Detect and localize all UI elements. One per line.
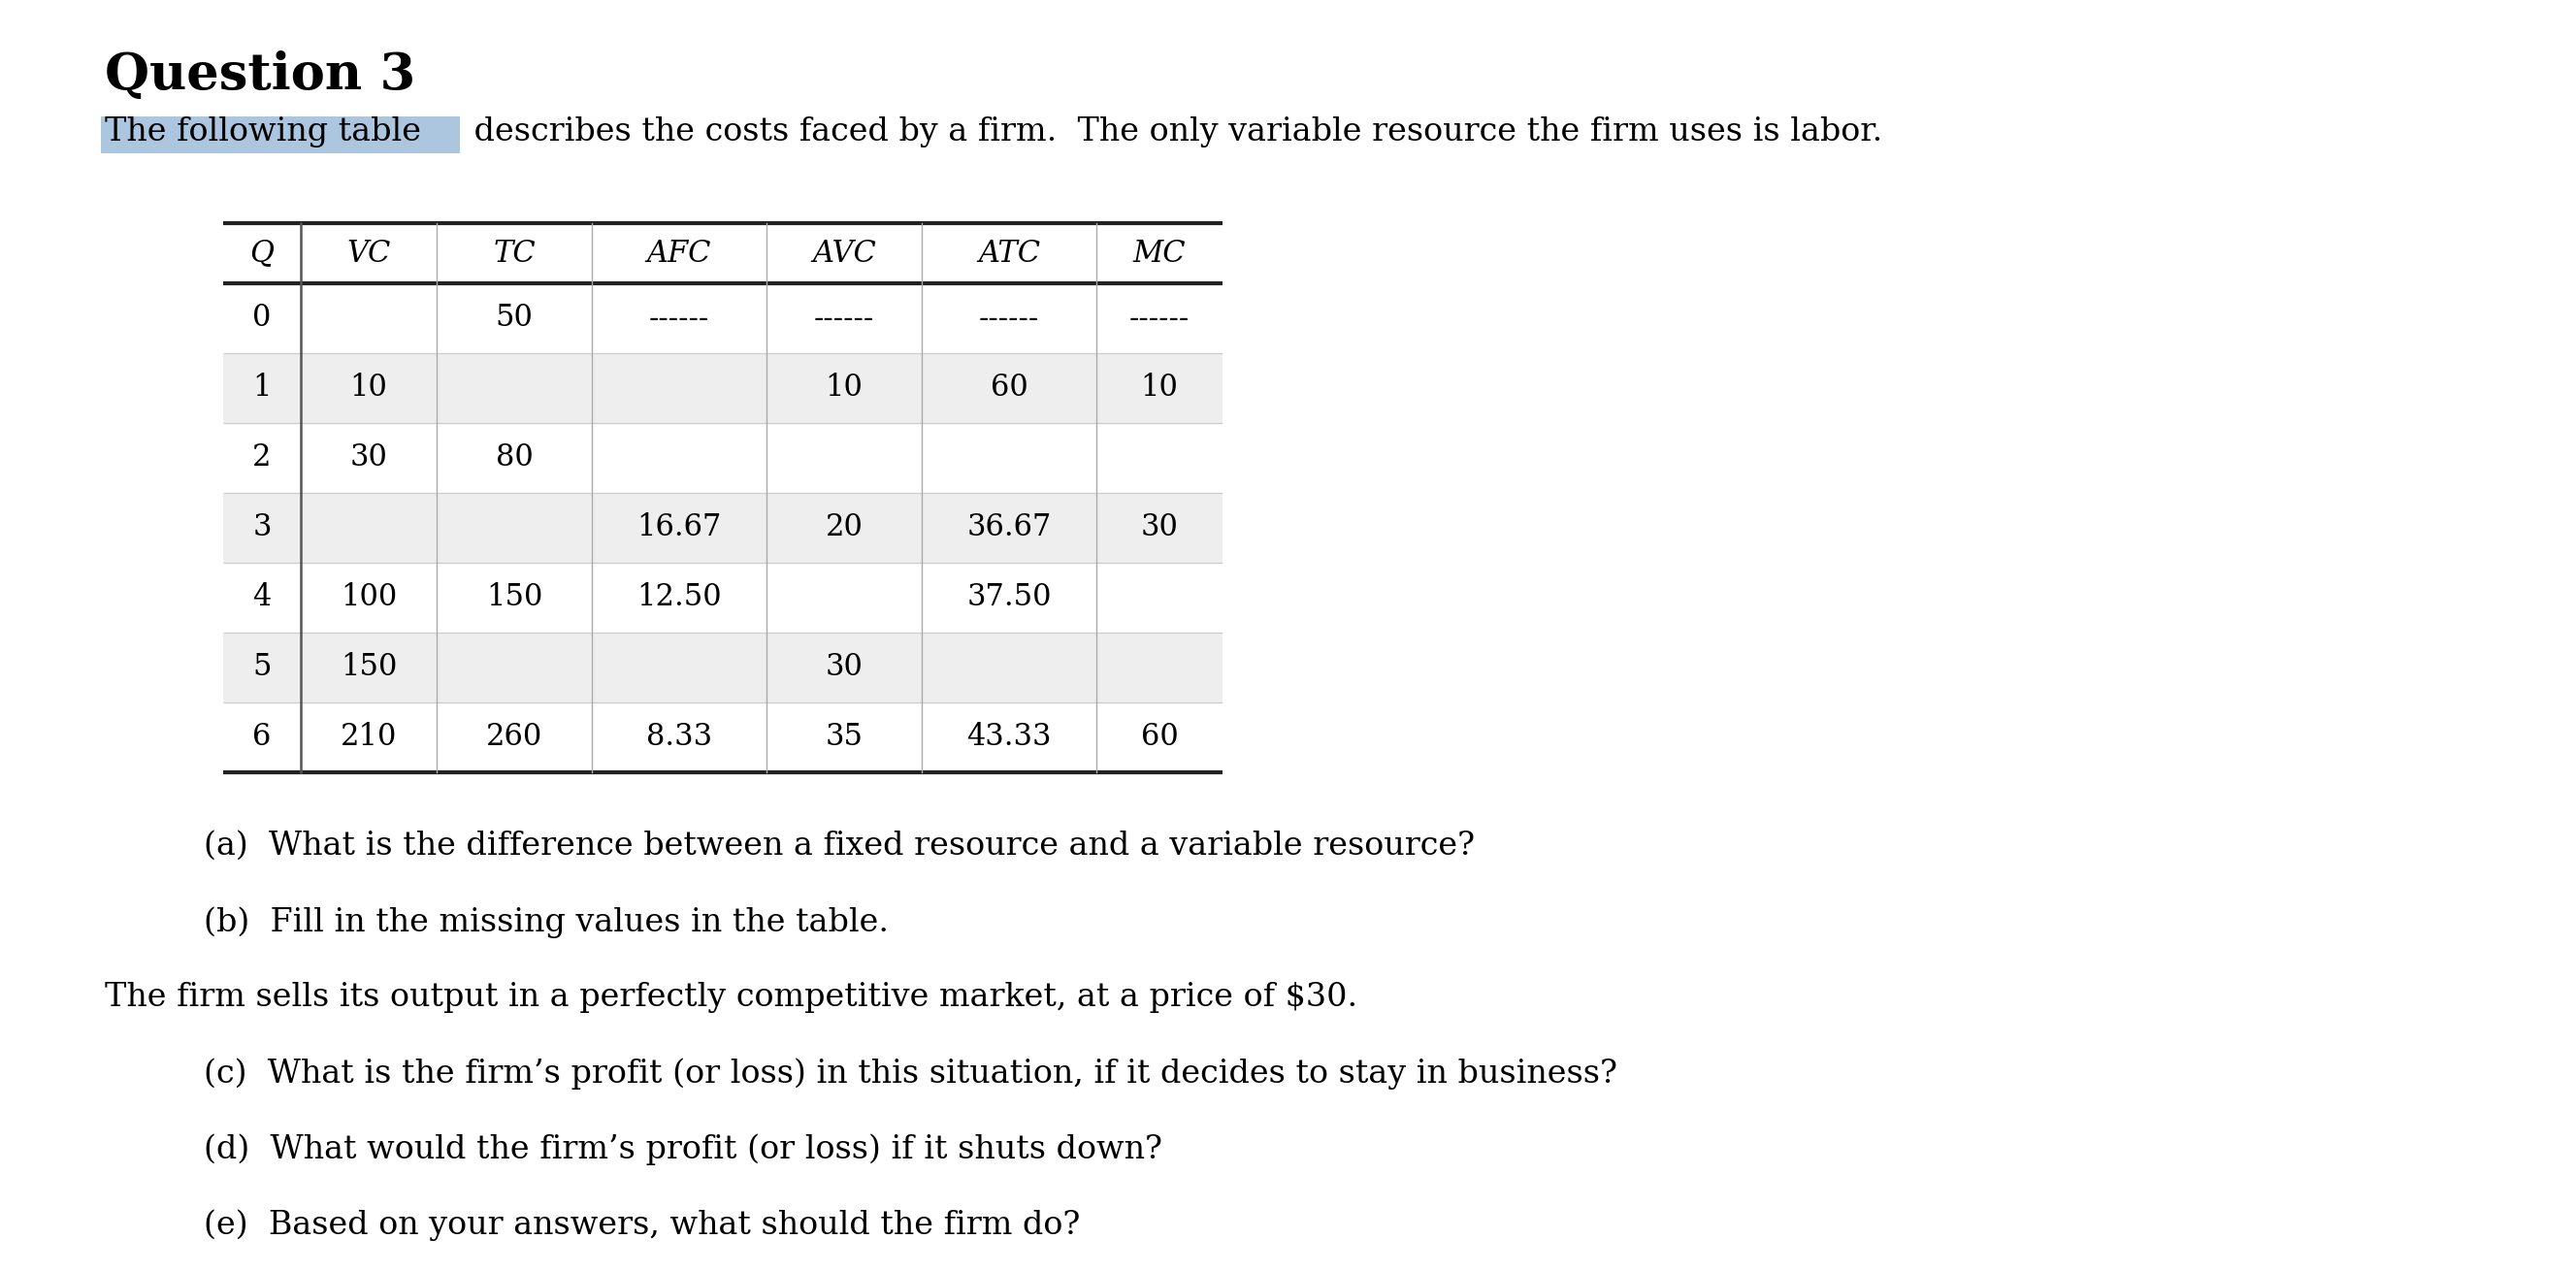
Text: MC: MC xyxy=(1133,238,1185,268)
Text: 8.33: 8.33 xyxy=(647,722,711,753)
Text: 2: 2 xyxy=(252,443,270,473)
Text: 16.67: 16.67 xyxy=(636,513,721,543)
Text: 43.33: 43.33 xyxy=(966,722,1051,753)
Text: 37.50: 37.50 xyxy=(966,583,1051,613)
Text: 36.67: 36.67 xyxy=(966,513,1051,543)
Bar xyxy=(224,492,1224,562)
Text: 1: 1 xyxy=(252,373,270,403)
Text: 30: 30 xyxy=(350,443,386,473)
Text: AVC: AVC xyxy=(811,238,876,268)
Text: 3: 3 xyxy=(252,513,270,543)
Text: ------: ------ xyxy=(979,303,1038,333)
Text: 60: 60 xyxy=(989,373,1028,403)
Text: (b)  Fill in the missing values in the table.: (b) Fill in the missing values in the ta… xyxy=(204,906,889,937)
Text: 30: 30 xyxy=(1141,513,1177,543)
Text: 0: 0 xyxy=(252,303,270,333)
Text: ------: ------ xyxy=(814,303,873,333)
Text: ------: ------ xyxy=(1128,303,1190,333)
Text: (d)  What would the firm’s profit (or loss) if it shuts down?: (d) What would the firm’s profit (or los… xyxy=(204,1133,1162,1165)
Text: 4: 4 xyxy=(252,583,270,613)
Text: 260: 260 xyxy=(487,722,544,753)
Text: Question 3: Question 3 xyxy=(106,51,415,100)
Text: 210: 210 xyxy=(340,722,397,753)
Text: 6: 6 xyxy=(252,722,270,753)
Bar xyxy=(100,117,461,154)
Text: Q: Q xyxy=(250,238,273,268)
Text: 100: 100 xyxy=(340,583,397,613)
Text: ------: ------ xyxy=(649,303,708,333)
Text: 35: 35 xyxy=(824,722,863,753)
Text: 80: 80 xyxy=(495,443,533,473)
Text: 5: 5 xyxy=(252,653,270,683)
Text: 150: 150 xyxy=(487,583,544,613)
Text: VC: VC xyxy=(348,238,392,268)
Text: 10: 10 xyxy=(824,373,863,403)
Text: The following table: The following table xyxy=(106,117,420,148)
Text: 50: 50 xyxy=(495,303,533,333)
Bar xyxy=(224,354,1224,424)
Text: 60: 60 xyxy=(1141,722,1177,753)
Text: TC: TC xyxy=(492,238,536,268)
Text: (e)  Based on your answers, what should the firm do?: (e) Based on your answers, what should t… xyxy=(204,1208,1079,1240)
Text: 10: 10 xyxy=(350,373,386,403)
Text: describes the costs faced by a firm.  The only variable resource the firm uses i: describes the costs faced by a firm. The… xyxy=(464,117,1883,148)
Text: 20: 20 xyxy=(824,513,863,543)
Text: ATC: ATC xyxy=(979,238,1041,268)
Text: The firm sells its output in a perfectly competitive market, at a price of $30.: The firm sells its output in a perfectly… xyxy=(106,982,1358,1013)
Text: 10: 10 xyxy=(1141,373,1177,403)
Text: AFC: AFC xyxy=(647,238,711,268)
Text: 12.50: 12.50 xyxy=(636,583,721,613)
Text: (a)  What is the difference between a fixed resource and a variable resource?: (a) What is the difference between a fix… xyxy=(204,831,1476,861)
Text: (c)  What is the firm’s profit (or loss) in this situation, if it decides to sta: (c) What is the firm’s profit (or loss) … xyxy=(204,1057,1618,1089)
Text: 30: 30 xyxy=(824,653,863,683)
Bar xyxy=(224,632,1224,702)
Text: 150: 150 xyxy=(340,653,397,683)
